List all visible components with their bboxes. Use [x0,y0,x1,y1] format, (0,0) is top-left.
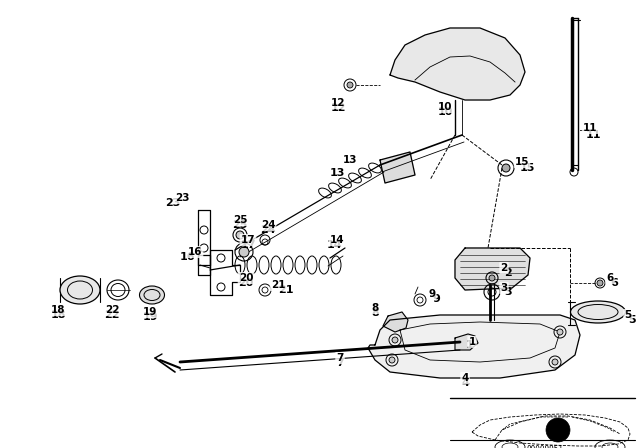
Circle shape [557,329,563,335]
Text: 10: 10 [437,107,452,117]
Circle shape [597,280,603,286]
Text: 15: 15 [515,157,529,167]
Text: 7: 7 [336,358,344,368]
Text: 1: 1 [468,337,476,347]
Text: 13: 13 [330,168,345,178]
Ellipse shape [570,301,625,323]
Circle shape [389,357,395,363]
Text: 21: 21 [278,285,294,295]
Ellipse shape [60,276,100,304]
Text: 25: 25 [233,215,247,225]
Text: 16: 16 [188,247,202,257]
Text: 3: 3 [500,283,508,293]
Circle shape [546,418,570,442]
Text: 24: 24 [260,225,276,235]
Text: 15: 15 [520,163,536,173]
Circle shape [236,231,244,239]
Text: 17: 17 [241,235,255,245]
Text: 20: 20 [238,278,253,288]
Text: 4: 4 [461,378,469,388]
Text: 22: 22 [104,310,120,320]
Circle shape [392,337,398,343]
Text: 7: 7 [336,353,344,363]
Text: 14: 14 [330,235,344,245]
Text: 12: 12 [330,103,346,113]
Text: 4: 4 [461,373,468,383]
Text: 8: 8 [371,303,379,313]
Polygon shape [368,315,580,378]
Text: 19: 19 [142,312,158,322]
Text: 20: 20 [239,273,253,283]
Text: 18: 18 [51,310,66,320]
Text: 19: 19 [143,307,157,317]
Polygon shape [390,28,525,100]
Polygon shape [455,248,530,290]
Text: 14: 14 [327,240,343,250]
Text: 8: 8 [371,308,379,318]
Ellipse shape [140,286,164,304]
Text: 10: 10 [438,102,452,112]
Text: 22: 22 [105,305,119,315]
Text: 13: 13 [343,155,357,165]
Polygon shape [383,312,408,332]
Polygon shape [455,334,478,350]
Circle shape [239,247,249,257]
Text: 2: 2 [504,268,512,278]
Text: 23: 23 [175,193,189,203]
Text: 6: 6 [606,273,614,283]
Text: 21: 21 [271,280,285,290]
Text: 12: 12 [331,98,345,108]
Text: 23: 23 [164,198,180,208]
Circle shape [489,275,495,281]
Text: 9: 9 [432,294,440,304]
Circle shape [347,82,353,88]
Circle shape [502,164,510,172]
Text: 25: 25 [232,220,248,230]
Circle shape [552,359,558,365]
Text: 17: 17 [240,240,256,250]
Text: 18: 18 [51,305,65,315]
Text: 1: 1 [466,340,474,350]
Text: 9: 9 [428,289,436,299]
Text: 00009951: 00009951 [527,445,563,448]
Text: 24: 24 [260,220,275,230]
Text: 11: 11 [586,130,602,140]
Text: 11: 11 [583,123,597,133]
Text: 2: 2 [500,263,508,273]
Polygon shape [380,152,415,183]
Text: 3: 3 [504,287,511,297]
Text: 16: 16 [179,252,195,262]
Text: 6: 6 [610,278,618,288]
Text: 5: 5 [628,315,636,325]
Text: 5: 5 [625,310,632,320]
